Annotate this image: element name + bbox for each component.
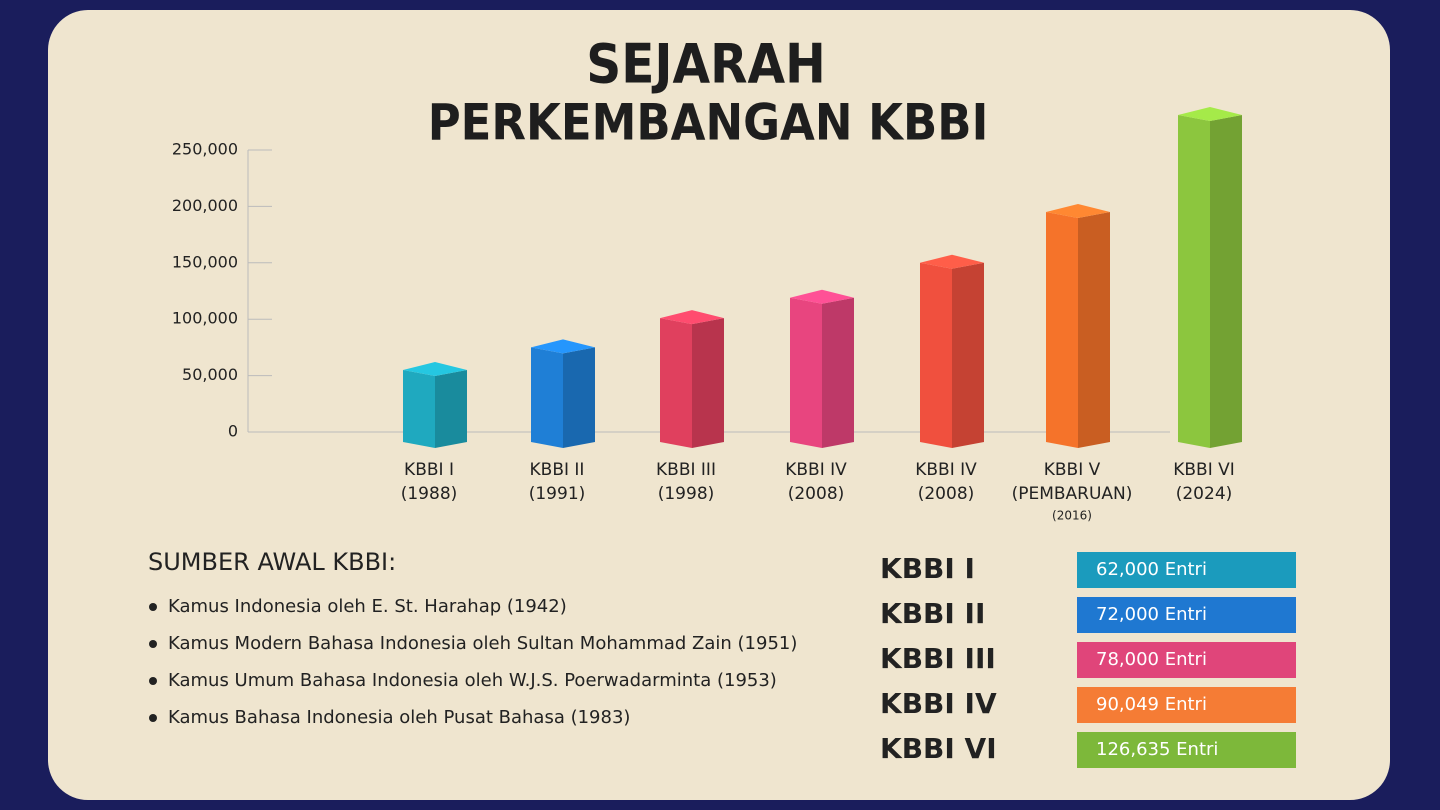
bar-face: [790, 297, 822, 448]
bar-face: [920, 262, 952, 448]
bar-face: [822, 297, 854, 448]
bar-face: [563, 347, 595, 448]
x-tick-label: KBBI VI: [1173, 460, 1235, 480]
bar-face: [790, 289, 854, 304]
entry-text: 90,049 Entri: [1096, 694, 1207, 715]
y-tick-label: 250,000: [172, 140, 238, 159]
bar: [531, 339, 595, 448]
x-tick-label: (2008): [918, 484, 975, 504]
bar: [790, 289, 854, 448]
bar: [403, 361, 467, 448]
x-tick-label: KBBI II: [530, 460, 585, 480]
x-tick-label: (2008): [788, 484, 845, 504]
x-tick-label: KBBI III: [656, 460, 716, 480]
bar-face: [435, 369, 467, 448]
bar-face: [403, 369, 435, 448]
x-tick-label: (1991): [529, 484, 586, 504]
y-tick-label: 200,000: [172, 196, 238, 215]
bar: [1178, 107, 1242, 449]
entry-text: 78,000 Entri: [1096, 649, 1207, 670]
x-tick-label: KBBI IV: [915, 460, 977, 480]
bar-face: [531, 339, 595, 354]
sources-title: SUMBER AWAL KBBI:: [148, 548, 396, 576]
bullet: [149, 677, 157, 685]
entry-text: 126,635 Entri: [1096, 739, 1218, 760]
x-tick-label: (1988): [401, 484, 458, 504]
bar-face: [1178, 107, 1242, 122]
x-tick-label: (2016): [1052, 509, 1092, 523]
bar-face: [952, 262, 984, 448]
entry-box: [1077, 687, 1296, 723]
bar-face: [660, 318, 692, 448]
y-tick-label: 150,000: [172, 252, 238, 271]
entry-name: KBBI IV: [880, 687, 997, 720]
x-tick-label: (PEMBARUAN): [1012, 484, 1133, 504]
chart-title: PERKEMBANGAN KBBI: [428, 94, 989, 152]
entry-name: KBBI VI: [880, 732, 997, 765]
source-item: Kamus Bahasa Indonesia oleh Pusat Bahasa…: [168, 707, 630, 728]
entry-name: KBBI II: [880, 597, 985, 630]
x-tick-label: KBBI IV: [785, 460, 847, 480]
bullet: [149, 640, 157, 648]
bar-face: [692, 318, 724, 448]
bar-face: [531, 347, 563, 448]
x-tick-label: (1998): [658, 484, 715, 504]
entry-box: [1077, 732, 1296, 768]
bar-face: [1178, 115, 1210, 449]
entry-text: 72,000 Entri: [1096, 604, 1207, 625]
x-tick-label: KBBI V: [1044, 460, 1101, 480]
y-tick-label: 50,000: [182, 365, 238, 384]
bar-face: [660, 310, 724, 325]
entry-name: KBBI I: [880, 552, 975, 585]
entry-box: [1077, 552, 1296, 588]
bullet: [149, 714, 157, 722]
bullet: [149, 603, 157, 611]
bar: [920, 254, 984, 448]
bar-face: [1046, 204, 1110, 219]
bar-face: [1078, 212, 1110, 448]
entry-name: KBBI III: [880, 642, 996, 675]
entry-box: [1077, 597, 1296, 633]
source-item: Kamus Umum Bahasa Indonesia oleh W.J.S. …: [168, 670, 777, 691]
entry-box: [1077, 642, 1296, 678]
source-item: Kamus Modern Bahasa Indonesia oleh Sulta…: [168, 633, 797, 654]
x-tick-label: (2024): [1176, 484, 1233, 504]
entry-text: 62,000 Entri: [1096, 559, 1207, 580]
bar-face: [1046, 212, 1078, 448]
bar: [1046, 204, 1110, 448]
y-tick-label: 100,000: [172, 309, 238, 328]
chart-title: SEJARAH: [586, 33, 826, 96]
x-tick-label: KBBI I: [404, 460, 454, 480]
bar-face: [920, 254, 984, 269]
bar: [660, 310, 724, 448]
source-item: Kamus Indonesia oleh E. St. Harahap (194…: [168, 596, 567, 617]
bar-face: [1210, 115, 1242, 449]
bar-face: [403, 361, 467, 376]
y-tick-label: 0: [228, 422, 238, 441]
